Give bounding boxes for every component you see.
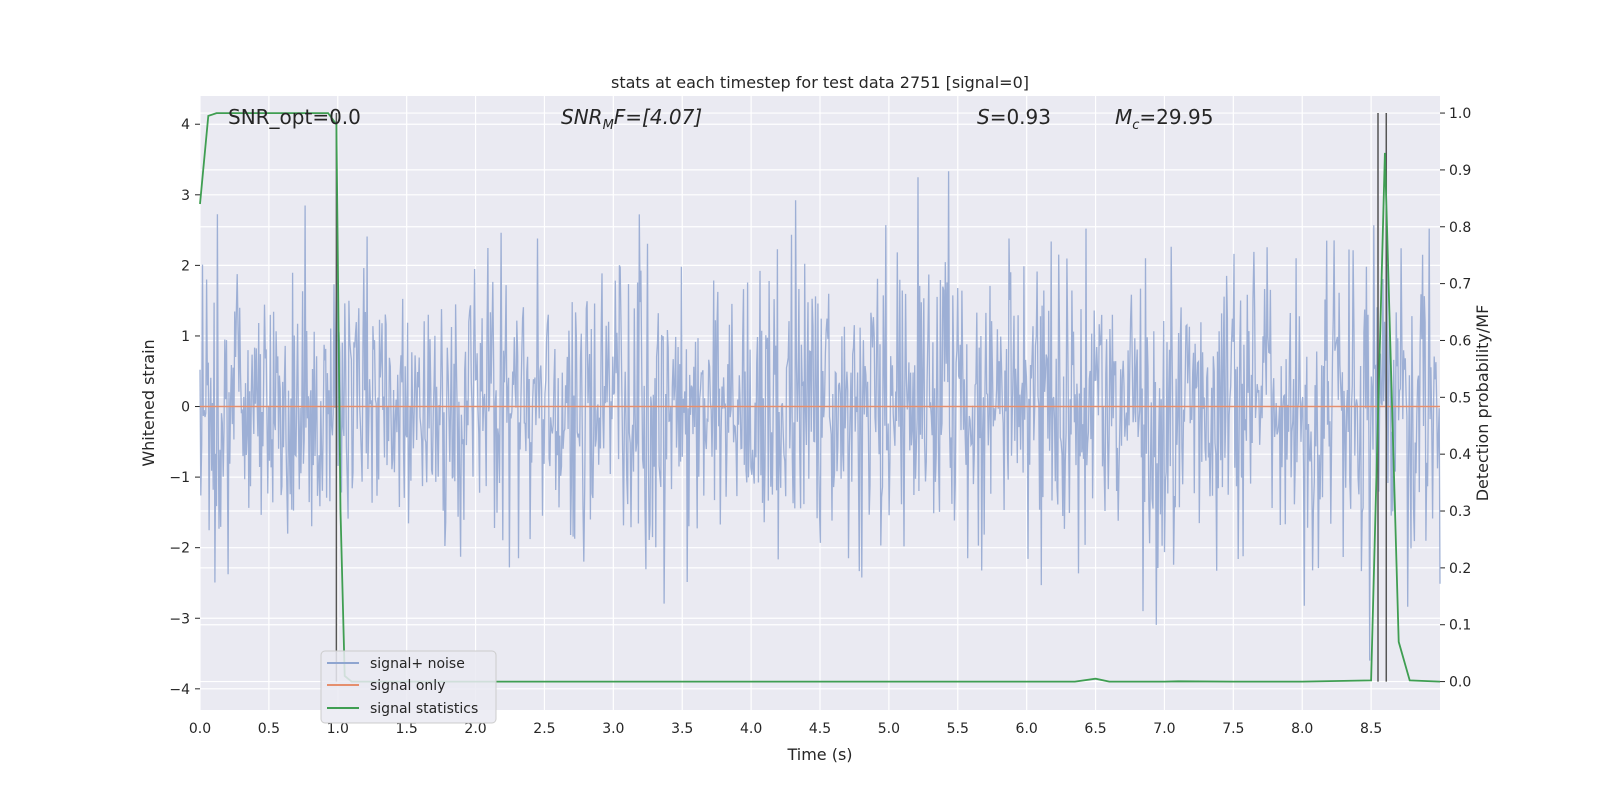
legend-label-signal-statistics: signal statistics [370, 701, 478, 717]
y-tick-labels: 4 3 2 1 0 −1 −2 −3 −4 [169, 117, 190, 698]
annotation-s-value: =0.93 [990, 105, 1051, 129]
y-tick-label: −2 [169, 541, 190, 557]
legend: signal+ noise signal only signal statist… [320, 650, 497, 724]
right-y-tick-label: 0.5 [1449, 390, 1471, 406]
x-tick-label: 1.0 [327, 721, 349, 737]
y-tick-label: 3 [181, 188, 190, 204]
x-tick-label: 5.0 [878, 721, 900, 737]
annotation-snr-opt: SNR_opt=0.0 [228, 105, 361, 129]
right-y-tick-label: 0.2 [1449, 561, 1471, 577]
x-tick-label: 7.5 [1222, 721, 1244, 737]
right-y-axis-label: Detection probability/MF [1473, 305, 1492, 502]
legend-label-signal-noise: signal+ noise [370, 656, 465, 672]
right-y-tick-label: 0.4 [1449, 447, 1471, 463]
right-y-tick-label: 0.0 [1449, 675, 1471, 691]
annotation-mc-value: =29.95 [1139, 105, 1213, 129]
annotation-snr-mf-sub: M [603, 118, 614, 133]
x-tick-label: 6.5 [1084, 721, 1106, 737]
annotation-mc-var: M [1115, 105, 1132, 129]
right-y-tick-label: 1.0 [1449, 106, 1471, 122]
x-axis-label: Time (s) [786, 745, 852, 764]
annotation-mc: Mc=29.95 [1115, 105, 1213, 133]
right-y-tick-label: 0.6 [1449, 333, 1471, 349]
x-tick-label: 3.0 [602, 721, 624, 737]
y-tick-label: 2 [181, 258, 190, 274]
x-tick-labels: 0.0 0.5 1.0 1.5 2.0 2.5 3.0 3.5 4.0 4.5 5.0 5.5 6.0 6… [189, 721, 1382, 737]
right-y-tick-label: 0.9 [1449, 163, 1471, 179]
x-tick-label: 1.5 [396, 721, 418, 737]
y-axis-label: Whitened strain [139, 339, 158, 466]
x-tick-label: 7.0 [1153, 721, 1175, 737]
y-tick-label: −4 [169, 682, 190, 698]
x-tick-label: 8.5 [1360, 721, 1382, 737]
series-signal-statistics [199, 112, 1441, 683]
annotation-snr-mf: SNRMF=[4.07] [561, 105, 702, 133]
x-tick-label: 0.5 [258, 721, 280, 737]
annotation-snr-mf-main: SNR [561, 105, 603, 129]
signal-noise-line [199, 171, 1441, 661]
right-y-tick-labels: 1.0 0.9 0.8 0.7 0.6 0.5 0.4 0.3 0.2 0.1 0.0 [1449, 106, 1471, 691]
annotation-s-var: S [977, 105, 990, 129]
chart-title: stats at each timestep for test data 275… [611, 73, 1029, 92]
signal-statistics-line [199, 112, 1441, 683]
series-signal-noise [199, 171, 1441, 661]
x-tick-label: 4.5 [809, 721, 831, 737]
annotation-s: S=0.93 [977, 105, 1051, 129]
y-tick-label: 0 [181, 400, 190, 416]
right-y-tick-label: 0.1 [1449, 618, 1471, 634]
y-tick-label: −3 [169, 611, 190, 627]
legend-label-signal-only: signal only [370, 678, 445, 694]
x-tick-label: 6.0 [1016, 721, 1038, 737]
y-tick-label: −1 [169, 470, 190, 486]
right-y-tick-label: 0.8 [1449, 220, 1471, 236]
y-tick-label: 1 [181, 329, 190, 345]
x-tick-label: 4.0 [740, 721, 762, 737]
x-tick-label: 5.5 [947, 721, 969, 737]
right-y-tick-label: 0.7 [1449, 277, 1471, 293]
right-y-tick-label: 0.3 [1449, 504, 1471, 520]
y-tick-label: 4 [181, 117, 190, 133]
x-tick-label: 2.0 [464, 721, 486, 737]
x-tick-label: 3.5 [671, 721, 693, 737]
annotation-mc-sub: c [1132, 118, 1139, 133]
x-tick-label: 0.0 [189, 721, 211, 737]
x-tick-label: 2.5 [533, 721, 555, 737]
legend-frame [320, 650, 497, 724]
x-tick-label: 8.0 [1291, 721, 1313, 737]
annotation-snr-mf-rest: F=[4.07] [614, 105, 702, 129]
